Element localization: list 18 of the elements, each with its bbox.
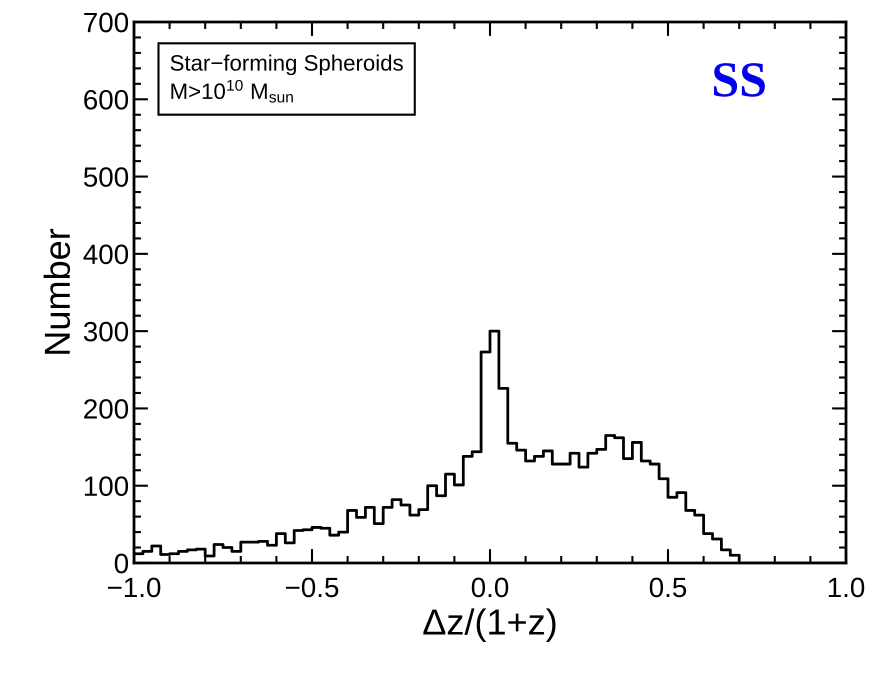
x-tick-label: 0.0 bbox=[472, 578, 508, 598]
x-tick-label: 0.5 bbox=[650, 578, 686, 598]
annotation: M>10$^{10}$ M$_{sun}$ bbox=[171, 80, 293, 103]
x-tick-label: −1.0 bbox=[108, 578, 160, 598]
y-tick-label: 600 bbox=[84, 90, 128, 110]
annotation: SS bbox=[714, 63, 765, 97]
y-tick-label: 500 bbox=[84, 167, 128, 187]
y-tick-label: 700 bbox=[84, 12, 128, 32]
y-tick-label: 0 bbox=[114, 554, 128, 574]
y-tick-label: 400 bbox=[83, 244, 128, 264]
x-tick-label: −0.5 bbox=[286, 578, 338, 598]
annotation: Star−forming Spheroids bbox=[170, 54, 403, 76]
x-axis-title: Δz/(1+z) bbox=[423, 608, 556, 642]
y-axis-title: Number bbox=[44, 228, 70, 354]
x-tick-label: 1.0 bbox=[828, 578, 864, 598]
y-tick-label: 200 bbox=[84, 399, 128, 419]
y-tick-label: 300 bbox=[84, 322, 128, 342]
y-tick-label: 100 bbox=[84, 476, 128, 496]
